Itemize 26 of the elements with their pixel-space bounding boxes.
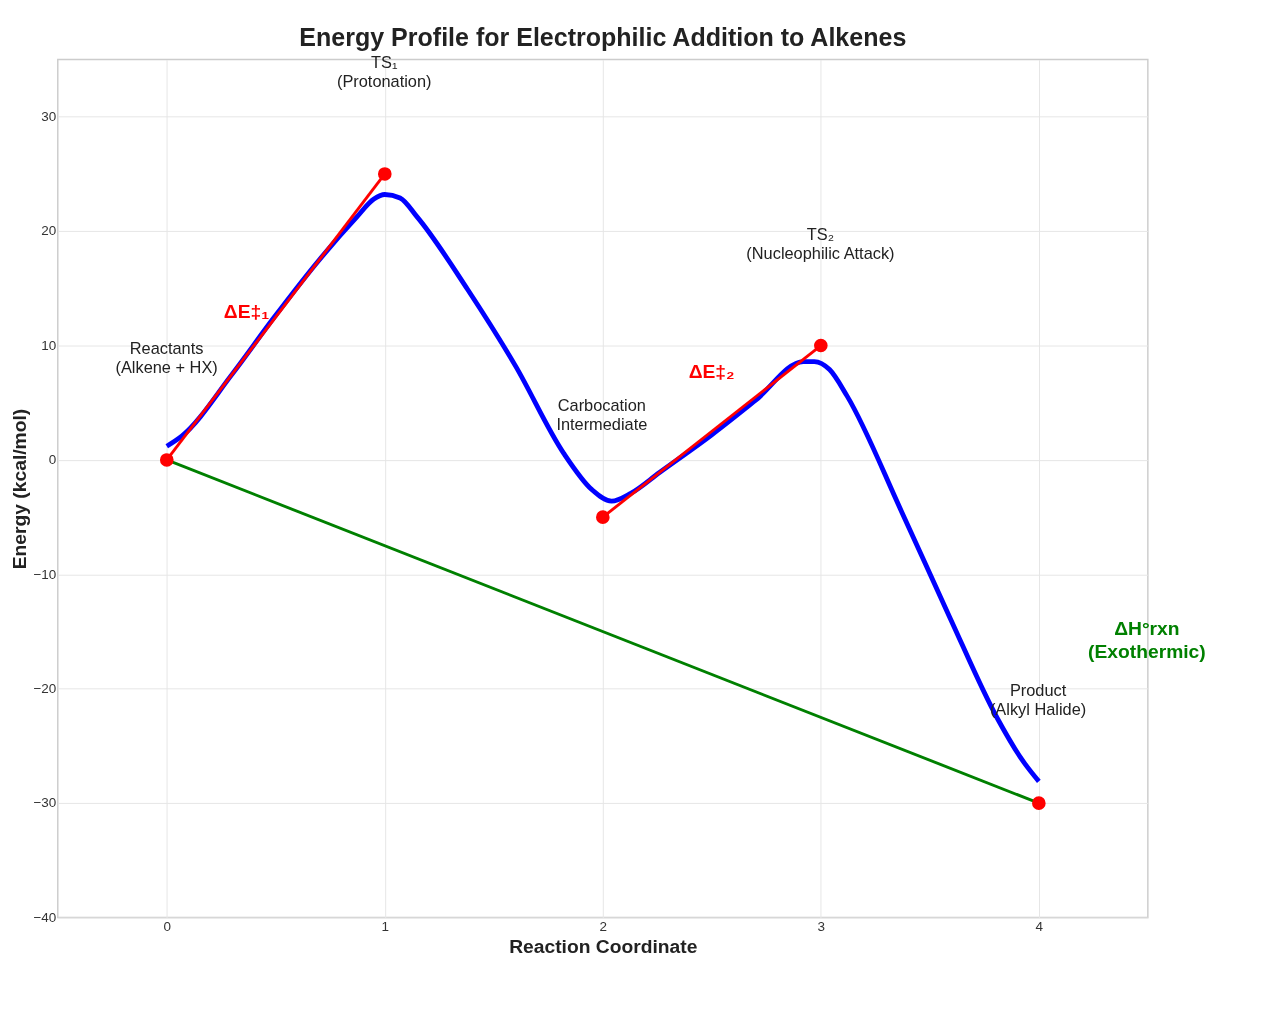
x-tick-label: 0	[163, 918, 172, 934]
y-tick-label: 10	[41, 337, 57, 353]
annotation: ΔE‡₁	[223, 300, 270, 322]
point	[596, 510, 610, 524]
x-tick-label: 2	[599, 918, 608, 934]
chart-title: Energy Profile for Electrophilic Addition to Alkenes	[299, 23, 907, 52]
annotation: TS₁ (Protonation)	[336, 53, 432, 91]
point	[814, 338, 828, 353]
x-tick-label: 1	[381, 918, 390, 934]
annotation: TS₂ (Nucleophilic Attack)	[746, 224, 895, 262]
y-tick-label: −30	[33, 795, 57, 811]
y-tick-label: 0	[48, 452, 57, 468]
y-tick-label: 30	[41, 109, 57, 125]
y-tick-label: −40	[33, 909, 57, 925]
point	[377, 167, 392, 181]
annotation: Carbocation Intermediate	[556, 396, 648, 434]
x-tick-label: 3	[817, 918, 826, 934]
annotation: ΔH°rxn (Exothermic)	[1088, 618, 1206, 663]
y-tick-label: −20	[33, 681, 57, 697]
y-tick-label: −10	[33, 566, 57, 582]
x-tick-label: 4	[1035, 918, 1044, 934]
annotation: ΔE‡₂	[688, 361, 735, 383]
y-tick-label: 20	[41, 223, 57, 239]
x-axis-title: Reaction Coordinate	[509, 935, 698, 957]
y-axis-title: Energy (kcal/mol)	[8, 408, 30, 570]
annotation: Reactants (Alkene + HX)	[115, 339, 218, 377]
